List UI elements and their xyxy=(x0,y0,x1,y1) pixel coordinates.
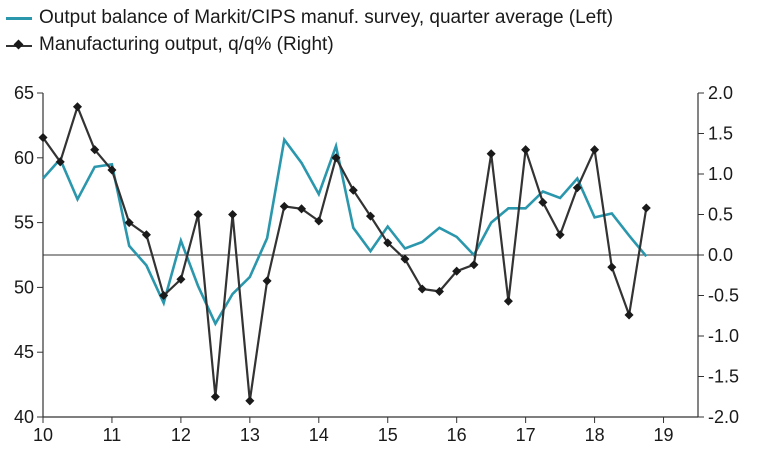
output-marker xyxy=(469,260,479,270)
x-tick-label: 19 xyxy=(654,425,674,445)
output-marker xyxy=(331,153,341,163)
left-tick-label: 40 xyxy=(14,407,34,427)
series-survey-balance xyxy=(42,136,648,327)
legend-label-output: Manufacturing output, q/q% (Right) xyxy=(39,34,334,55)
legend-label-survey: Output balance of Markit/CIPS manuf. sur… xyxy=(39,7,614,28)
x-tick-label: 17 xyxy=(516,425,536,445)
left-tick-label: 45 xyxy=(14,342,34,362)
left-tick-label: 55 xyxy=(14,213,34,233)
output-marker xyxy=(141,230,151,240)
right-tick-label: -0.5 xyxy=(708,286,739,306)
legend-entry-output: Manufacturing output, q/q% (Right) xyxy=(6,31,613,58)
output-marker xyxy=(210,392,220,402)
output-marker xyxy=(314,216,324,226)
output-marker xyxy=(38,133,48,143)
survey-line xyxy=(42,136,648,327)
series-layer xyxy=(38,102,651,406)
output-marker xyxy=(176,274,186,284)
output-marker xyxy=(590,145,600,155)
right-tick-label: -2.0 xyxy=(708,407,739,427)
output-marker xyxy=(348,185,358,195)
axes xyxy=(42,93,699,418)
output-marker xyxy=(486,149,496,159)
x-tick-label: 16 xyxy=(447,425,467,445)
output-marker xyxy=(90,145,100,155)
series-manufacturing-output xyxy=(38,102,651,406)
x-tick-label: 10 xyxy=(33,425,53,445)
x-tick-label: 13 xyxy=(240,425,260,445)
right-tick-label: 0.0 xyxy=(708,245,733,265)
output-marker xyxy=(521,145,531,155)
output-marker xyxy=(228,209,238,220)
output-marker xyxy=(72,102,82,112)
output-marker xyxy=(193,209,203,220)
output-marker xyxy=(503,296,513,306)
legend: Output balance of Markit/CIPS manuf. sur… xyxy=(6,4,613,58)
left-tick-label: 50 xyxy=(14,277,34,297)
output-marker xyxy=(555,230,565,240)
right-tick-label: 1.0 xyxy=(708,164,733,184)
x-tick-label: 11 xyxy=(103,425,122,445)
legend-entry-survey: Output balance of Markit/CIPS manuf. sur… xyxy=(6,4,613,31)
x-axis-ticks: 10 11 12 13 14 15 16 17 18 19 xyxy=(33,417,674,445)
right-tick-label: -1.0 xyxy=(708,326,739,346)
output-marker xyxy=(279,201,289,211)
right-tick-label: 0.5 xyxy=(708,205,733,225)
legend-swatch-output xyxy=(6,44,32,47)
output-marker xyxy=(624,310,634,320)
right-tick-label: -1.5 xyxy=(708,367,739,387)
output-line xyxy=(42,103,648,401)
left-tick-label: 60 xyxy=(14,148,34,168)
left-axis-ticks: 40 45 50 55 60 65 xyxy=(14,83,43,427)
x-tick-label: 12 xyxy=(171,425,191,445)
output-marker xyxy=(641,203,651,213)
legend-swatch-survey xyxy=(6,17,32,20)
output-marker xyxy=(417,284,427,294)
right-tick-label: 1.5 xyxy=(708,124,733,144)
right-tick-label: 2.0 xyxy=(708,83,733,103)
x-tick-label: 15 xyxy=(378,425,398,445)
output-marker xyxy=(262,276,272,286)
output-marker xyxy=(538,197,548,207)
x-tick-label: 18 xyxy=(585,425,605,445)
output-marker xyxy=(159,290,169,301)
left-tick-label: 65 xyxy=(14,83,34,103)
output-marker xyxy=(107,165,117,175)
right-axis-ticks: -2.0 -1.5 -1.0 -0.5 0.0 0.5 1.0 1.5 2.0 xyxy=(698,83,739,427)
x-tick-label: 14 xyxy=(309,425,329,445)
output-marker xyxy=(607,262,617,272)
output-marker xyxy=(245,396,255,406)
